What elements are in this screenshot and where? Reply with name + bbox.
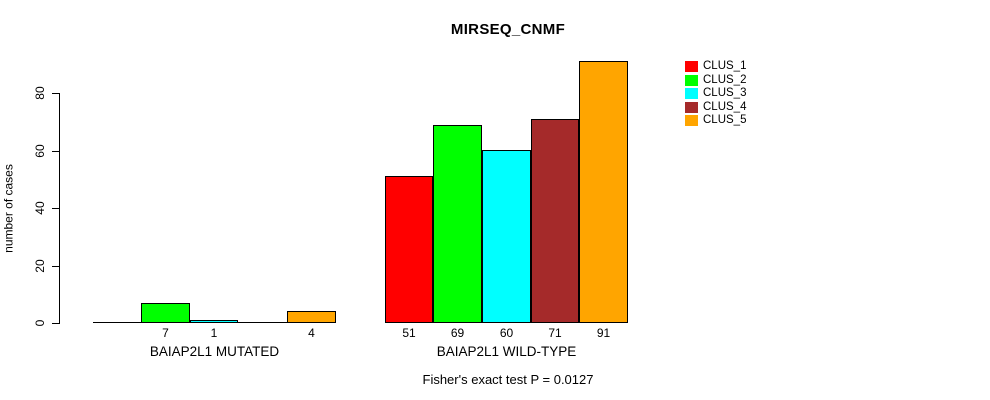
legend-label: CLUS_5 <box>703 114 747 126</box>
chart-title: MIRSEQ_CNMF <box>450 21 566 38</box>
bar-value-label: 71 <box>548 326 562 340</box>
legend-label: CLUS_3 <box>703 87 747 99</box>
legend-label: CLUS_2 <box>703 73 747 86</box>
bar <box>482 150 531 323</box>
bar <box>141 303 190 323</box>
legend-label: CLUS_4 <box>703 100 747 113</box>
group-label: BAIAP2L1 MUTATED <box>149 344 280 359</box>
legend-label: CLUS_1 <box>703 60 747 72</box>
bar-value-label: 60 <box>499 326 514 340</box>
bar-value-label: 51 <box>402 326 416 340</box>
legend-swatch <box>685 115 698 127</box>
legend-item: CLUS_3 <box>685 87 746 101</box>
group-label: BAIAP2L1 WILD-TYPE <box>436 344 577 359</box>
bar-zero <box>93 322 141 323</box>
bar <box>579 61 628 323</box>
bar <box>385 176 433 323</box>
legend-swatch <box>685 74 698 86</box>
bar <box>287 311 336 323</box>
bar-value-label: 4 <box>308 326 315 340</box>
legend: CLUS_1 CLUS_2 CLUS_3 CLUS_4 CLUS_5 <box>685 60 746 128</box>
bar-value-label: 1 <box>210 326 218 340</box>
legend-swatch <box>685 88 698 100</box>
legend-item: CLUS_5 <box>685 114 746 128</box>
bar-value-label: 69 <box>450 326 465 340</box>
y-axis-line <box>59 93 60 324</box>
bar-value-label: 7 <box>162 326 169 340</box>
fisher-test-annotation: Fisher's exact test P = 0.0127 <box>422 372 594 387</box>
bar-zero <box>238 322 287 323</box>
bar <box>531 119 579 323</box>
bar <box>433 125 482 323</box>
legend-swatch <box>685 61 698 73</box>
bar-value-label: 91 <box>596 326 611 340</box>
legend-item: CLUS_1 <box>685 60 746 74</box>
legend-item: CLUS_4 <box>685 101 746 115</box>
legend-item: CLUS_2 <box>685 74 746 88</box>
legend-swatch <box>685 101 698 113</box>
bar <box>190 320 238 323</box>
